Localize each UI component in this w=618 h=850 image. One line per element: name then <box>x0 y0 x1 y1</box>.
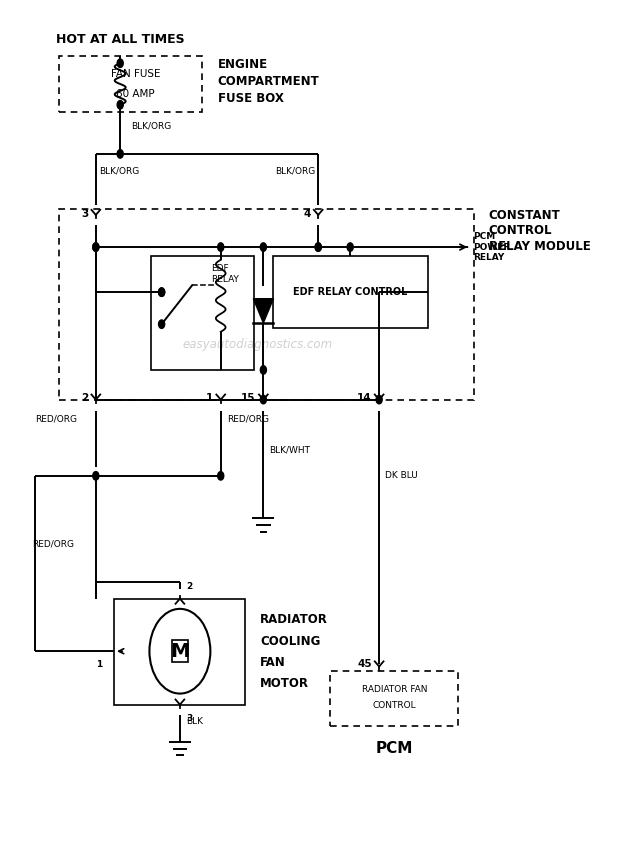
Bar <box>59 209 473 400</box>
Text: FAN FUSE: FAN FUSE <box>111 69 160 79</box>
Text: FAN: FAN <box>260 655 286 669</box>
Text: 60 AMP: 60 AMP <box>116 89 154 99</box>
Circle shape <box>347 243 353 252</box>
Text: 14: 14 <box>357 393 372 403</box>
Bar <box>273 256 428 327</box>
Circle shape <box>376 395 382 404</box>
Text: MOTOR: MOTOR <box>260 677 310 690</box>
Text: RED/ORG: RED/ORG <box>35 415 77 423</box>
Text: 1: 1 <box>206 393 213 403</box>
Circle shape <box>93 472 99 480</box>
Text: BLK: BLK <box>186 717 203 726</box>
Circle shape <box>218 243 224 252</box>
Circle shape <box>159 288 164 297</box>
Circle shape <box>315 243 321 252</box>
Text: easyautodiagnostics.com: easyautodiagnostics.com <box>182 338 332 351</box>
Bar <box>151 256 254 370</box>
Text: COOLING: COOLING <box>260 635 321 648</box>
Text: RED/ORG: RED/ORG <box>227 415 269 423</box>
Text: M: M <box>170 642 190 660</box>
Circle shape <box>93 243 99 252</box>
Text: 1: 1 <box>96 660 102 669</box>
Text: RELAY MODULE: RELAY MODULE <box>489 240 591 252</box>
Text: EDF: EDF <box>211 264 229 273</box>
Text: ENGINE: ENGINE <box>218 59 268 71</box>
Circle shape <box>260 243 266 252</box>
Text: CONSTANT: CONSTANT <box>489 209 561 222</box>
Circle shape <box>117 100 123 109</box>
Text: BLK/ORG: BLK/ORG <box>99 167 139 175</box>
Text: RADIATOR FAN: RADIATOR FAN <box>362 685 427 694</box>
Text: RELAY: RELAY <box>211 275 239 284</box>
Text: 2: 2 <box>81 393 88 403</box>
Circle shape <box>218 472 224 480</box>
Circle shape <box>315 243 321 252</box>
Text: BLK/WHT: BLK/WHT <box>269 446 310 455</box>
Text: FUSE BOX: FUSE BOX <box>218 93 284 105</box>
Text: 3: 3 <box>186 714 192 722</box>
Circle shape <box>260 366 266 374</box>
Bar <box>59 56 203 111</box>
Text: CONTROL: CONTROL <box>373 700 416 710</box>
Circle shape <box>117 59 123 67</box>
Circle shape <box>159 288 164 297</box>
Text: HOT AT ALL TIMES: HOT AT ALL TIMES <box>56 33 185 46</box>
Text: RELAY: RELAY <box>473 252 505 262</box>
Circle shape <box>260 395 266 404</box>
Text: RADIATOR: RADIATOR <box>260 614 328 626</box>
Circle shape <box>93 243 99 252</box>
Text: 4: 4 <box>303 209 311 219</box>
Text: EDF RELAY CONTROL: EDF RELAY CONTROL <box>293 286 407 297</box>
Circle shape <box>159 320 164 328</box>
Bar <box>172 640 188 662</box>
Bar <box>331 671 459 726</box>
Text: POWER: POWER <box>473 242 511 252</box>
Polygon shape <box>253 298 273 323</box>
Text: PCM: PCM <box>376 741 413 757</box>
Text: CONTROL: CONTROL <box>489 224 552 237</box>
Text: RED/ORG: RED/ORG <box>32 539 74 548</box>
Text: DK BLU: DK BLU <box>385 472 418 480</box>
Text: BLK/ORG: BLK/ORG <box>131 122 171 130</box>
Bar <box>114 598 245 705</box>
Text: 45: 45 <box>357 659 372 669</box>
Text: 15: 15 <box>240 393 255 403</box>
Text: BLK/ORG: BLK/ORG <box>276 167 316 175</box>
Text: PCM: PCM <box>473 232 496 241</box>
Text: COMPARTMENT: COMPARTMENT <box>218 76 320 88</box>
Circle shape <box>117 150 123 158</box>
Text: 3: 3 <box>81 209 88 219</box>
Text: 2: 2 <box>186 582 192 592</box>
